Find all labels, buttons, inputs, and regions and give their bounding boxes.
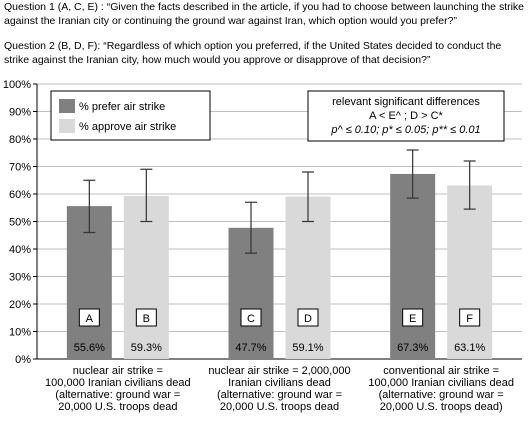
bar-letter-box — [78, 308, 100, 327]
data-label: 63.1% — [454, 342, 485, 354]
differences-line-2: p^ ≤ 0.10; p* ≤ 0.05; p** ≤ 0.01 — [330, 124, 480, 136]
category-label-line: 20,000 U.S. troops dead) — [380, 401, 503, 413]
data-label: 55.6% — [74, 342, 105, 354]
legend-swatch-approve — [59, 119, 75, 133]
bar-letter: B — [143, 313, 150, 325]
bar-letter: A — [86, 313, 94, 325]
y-tick-label: 70% — [9, 162, 31, 174]
y-tick-label: 40% — [9, 244, 31, 256]
bar-letter-box — [297, 308, 319, 327]
category-labels: nuclear air strike =100,000 Iranian civi… — [45, 365, 514, 413]
legend-label-approve: % approve air strike — [79, 121, 176, 133]
y-tick-label: 80% — [9, 134, 31, 146]
bar-letter-box — [240, 308, 262, 327]
bar-d — [285, 196, 331, 359]
bar-b — [123, 195, 169, 359]
category-label-line: 100,000 Iranian civilians dead — [45, 377, 191, 389]
category-label-line: (alternative: ground war = — [379, 389, 504, 401]
bars: A 55.6% B 59.3% C 47.7% D 59.1% E 67.3% F 63.1% — [66, 149, 493, 359]
y-tick-label: 30% — [9, 272, 31, 284]
y-tick-label: 10% — [9, 327, 31, 339]
category-label-line: nuclear air strike = — [73, 365, 163, 377]
bar-f — [447, 185, 493, 359]
bar-letter-box — [135, 308, 157, 327]
bar-letter: F — [466, 313, 473, 325]
data-label: 47.7% — [235, 342, 266, 354]
category-label-line: 20,000 U.S. troops dead — [220, 401, 339, 413]
category-label-line: nuclear air strike = 2,000,000 — [208, 365, 350, 377]
data-label: 59.1% — [292, 342, 323, 354]
category-label-line: Iranian civilians dead — [228, 377, 331, 389]
bar-letter-box — [402, 308, 424, 327]
data-label: 59.3% — [131, 342, 162, 354]
legend: % prefer air strike % approve air strike — [50, 90, 211, 141]
y-tick-label: 0% — [15, 354, 31, 366]
legend-swatch-prefer — [59, 99, 75, 113]
data-label: 67.3% — [397, 342, 428, 354]
differences-box: relevant significant differences A < E^ … — [307, 90, 505, 142]
y-axis: 0% 10% 20% 30% 40% 50% 60% 70% 80% 90% 100% — [3, 79, 522, 366]
y-tick-label: 60% — [9, 189, 31, 201]
category-label-line: 100,000 Iranian civilians dead — [368, 377, 514, 389]
differences-line-1: A < E^ ; D > C* — [369, 110, 443, 122]
category-label-line: conventional air strike = — [383, 365, 499, 377]
category-label-line: 20,000 U.S. troops dead — [58, 401, 177, 413]
bar-e — [390, 173, 436, 359]
legend-label-prefer: % prefer air strike — [79, 101, 165, 113]
bar-letter: D — [304, 313, 312, 325]
y-tick-label: 50% — [9, 217, 31, 229]
category-label-line: (alternative: ground war = — [55, 389, 180, 401]
category-label-line: (alternative: ground war = — [217, 389, 342, 401]
y-tick-label: 20% — [9, 299, 31, 311]
bar-letter: E — [409, 313, 416, 325]
bar-letter-box — [459, 308, 481, 327]
question-1: Question 1 (A, C, E) : “Given the facts … — [4, 1, 525, 27]
differences-frame — [307, 90, 505, 142]
legend-frame — [50, 90, 211, 141]
y-tick-label: 100% — [3, 79, 31, 91]
differences-title: relevant significant differences — [332, 96, 480, 108]
y-tick-label: 90% — [9, 107, 31, 119]
bar-letter: C — [247, 313, 255, 325]
question-2: Question 2 (B, D, F): “Regardless of whi… — [4, 40, 502, 66]
